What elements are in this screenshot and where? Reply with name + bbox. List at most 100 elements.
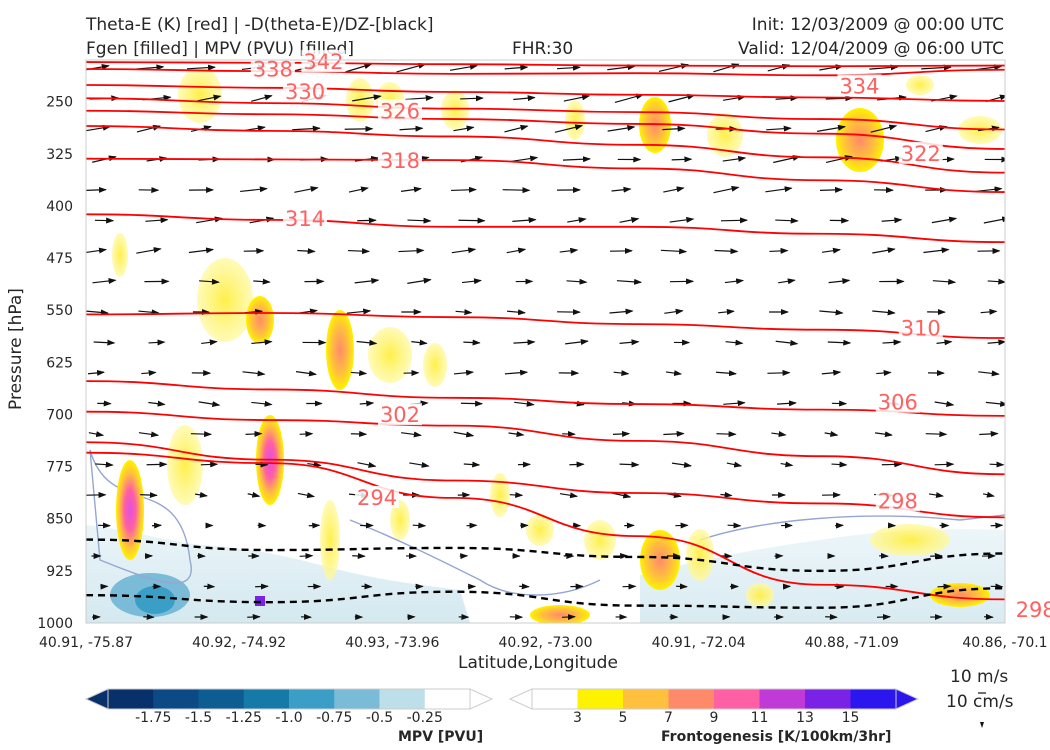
wind-vector	[354, 277, 380, 284]
wind-vector	[251, 339, 273, 346]
fgen-fill	[441, 90, 469, 130]
filled-fields	[86, 67, 1005, 623]
wind-vector	[251, 400, 273, 407]
theta-e-label-bg	[301, 50, 346, 73]
wind-vector	[141, 369, 157, 376]
colorbar-swatch	[805, 689, 851, 709]
theta-e-label: 306	[878, 391, 918, 415]
colorbar-swatch	[334, 689, 380, 709]
wind-vector	[407, 217, 432, 224]
wind-vector	[502, 187, 531, 194]
theta-e-line-342	[86, 61, 1005, 68]
stability-dashed-line	[86, 587, 1005, 609]
wind-vector	[510, 155, 539, 163]
mpv-contour	[699, 514, 1005, 541]
wind-vector	[714, 248, 739, 255]
wind-vector	[562, 614, 576, 621]
wind-vector	[348, 186, 369, 193]
theta-e-label-bg	[355, 485, 400, 508]
wind-vector	[297, 492, 316, 499]
theta-e-label-bg	[898, 141, 943, 164]
wind-vector	[831, 461, 848, 468]
wind-vector	[346, 308, 372, 315]
wind-vector	[396, 62, 427, 73]
theta-e-label-bg	[377, 148, 422, 171]
wind-vector	[934, 461, 955, 468]
fgen-fill	[584, 520, 616, 560]
fgen-fill	[640, 530, 680, 590]
theta-e-label: 330	[285, 80, 325, 104]
wind-vector	[559, 247, 579, 254]
wind-vector	[671, 156, 693, 163]
theta-e-line-302	[86, 410, 1005, 476]
wind-vector	[778, 278, 796, 285]
mpv-colorbar-title: MPV [PVU]	[398, 729, 483, 745]
wind-vector	[669, 216, 695, 223]
wind-vector	[136, 247, 162, 254]
theta-e-line-326	[86, 109, 1005, 150]
wind-vector	[247, 614, 261, 621]
wind-vector	[242, 370, 266, 377]
wind-vector	[668, 93, 696, 103]
wind-vector	[504, 369, 529, 376]
wind-vector	[292, 125, 321, 132]
wind-vector	[240, 186, 268, 193]
colorbar-swatch	[424, 689, 471, 709]
wind-vector	[828, 278, 851, 285]
wind-vector	[345, 63, 373, 73]
fgen-fill	[565, 100, 585, 140]
wind-vector	[671, 461, 692, 468]
wind-vector	[190, 431, 213, 438]
wind-vector	[934, 400, 955, 407]
colorbar-tick-label: 9	[710, 710, 719, 726]
x-axis: 40.91, -75.87 40.92, -74.92 40.93, -73.96 4…	[39, 635, 1048, 651]
y-tick-label: 925	[46, 564, 73, 580]
wind-vector	[876, 369, 892, 376]
wind-vector	[882, 339, 902, 346]
wind-vector	[255, 583, 269, 590]
wind-vector	[718, 308, 735, 315]
wind-vector	[663, 430, 685, 437]
wind-vector	[92, 278, 117, 284]
x-tick-label: 40.93, -73.96	[345, 635, 439, 651]
theta-e-label: 338	[253, 58, 293, 82]
colorbar-tick-label: 11	[751, 710, 769, 726]
colorbar-swatch	[759, 689, 806, 709]
wind-vector	[86, 247, 107, 254]
wind-vector	[982, 491, 995, 498]
colorbar-swatch	[714, 689, 760, 709]
wind-vector	[512, 217, 537, 224]
wind-vector	[665, 370, 683, 377]
wind-vector	[251, 94, 273, 102]
y-tick-label: 700	[46, 407, 73, 423]
wind-vector	[199, 278, 220, 285]
theta-e-label: 318	[380, 149, 420, 173]
colorbar-swatch	[850, 689, 897, 709]
wind-vector	[662, 125, 686, 132]
wind-vector	[356, 339, 378, 346]
theta-e-label: 334	[839, 74, 879, 98]
wind-vector	[140, 492, 158, 499]
wind-vector	[727, 522, 742, 529]
fgen-fill	[116, 460, 144, 560]
theta-e-label: 326	[380, 99, 420, 123]
y-tick-label: 475	[46, 251, 73, 267]
wind-vector	[716, 431, 737, 438]
colorbar-extend-max	[895, 688, 920, 710]
wind-vector	[504, 124, 529, 133]
wind-vector	[455, 309, 473, 316]
wind-vector	[723, 400, 746, 407]
wind-vector	[612, 430, 631, 437]
colorbar-tick-label: -1.5	[185, 710, 212, 726]
theta-e-label-bg	[1013, 597, 1050, 620]
colorbar-tick-label: 5	[619, 710, 628, 726]
colorbar-swatch	[153, 689, 199, 709]
colorbar-tick-label: -1.0	[275, 710, 302, 726]
wind-vector	[923, 247, 950, 254]
wind-vector	[611, 492, 632, 499]
wind-vector	[352, 94, 382, 102]
wind-vector	[874, 431, 893, 438]
y-tick-label: 550	[46, 303, 73, 319]
theta-e-label: 314	[285, 207, 325, 231]
